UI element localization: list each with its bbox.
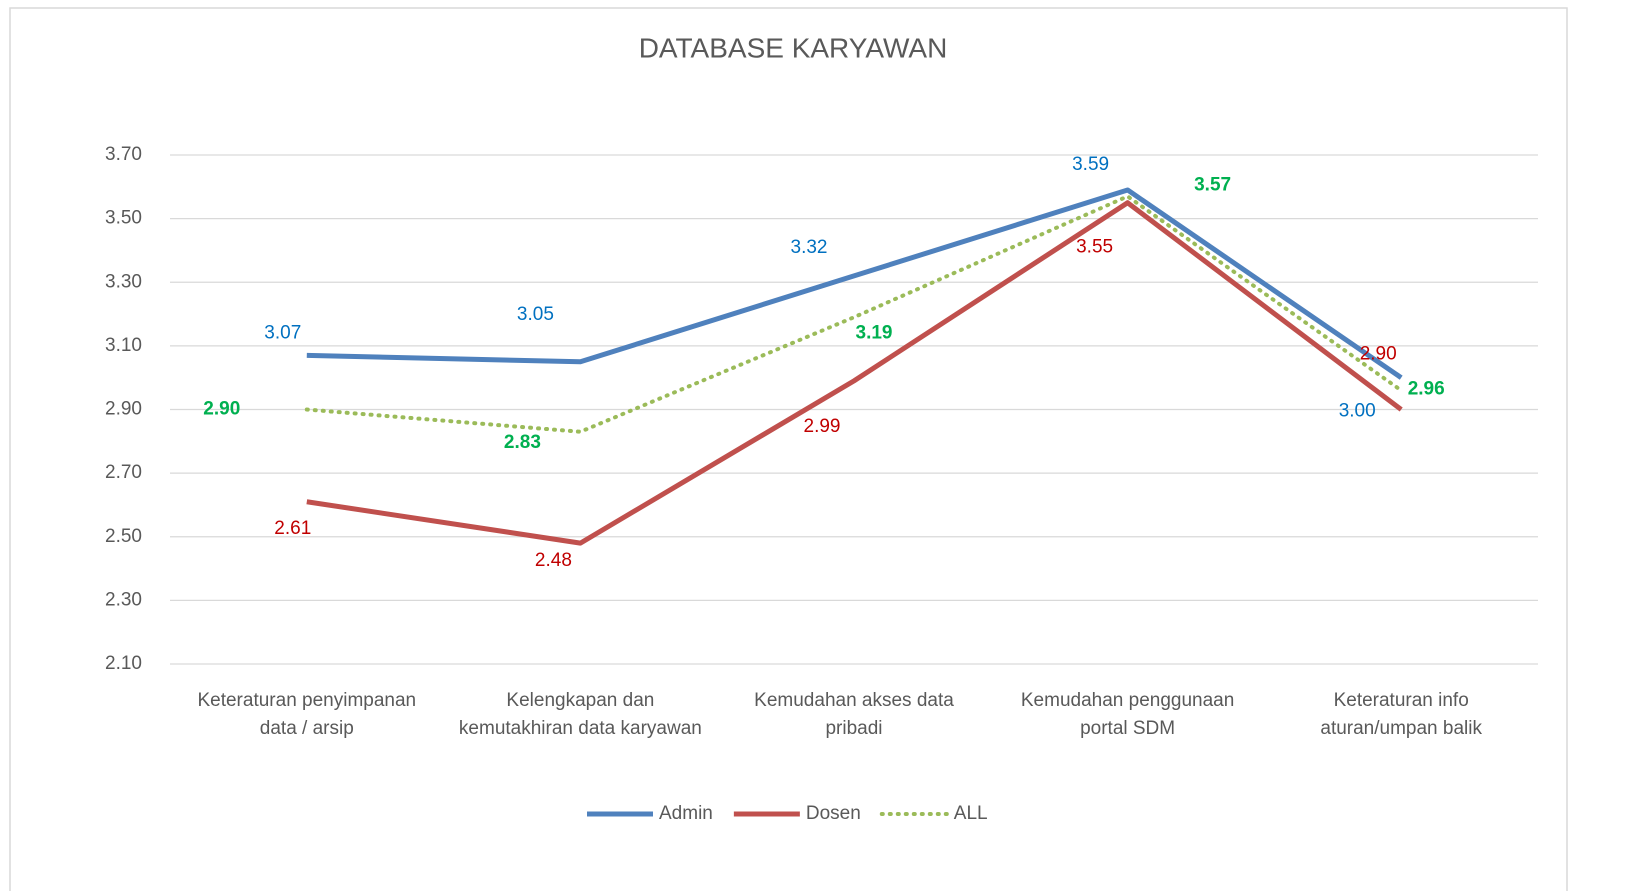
- data-label: 2.90: [1360, 344, 1397, 365]
- data-label: 2.99: [804, 416, 841, 437]
- data-label: 3.57: [1194, 174, 1231, 195]
- y-tick-label: 3.50: [105, 208, 142, 229]
- data-label: 2.83: [504, 432, 541, 453]
- data-label: 2.90: [203, 399, 240, 420]
- chart-frame: [9, 7, 1568, 891]
- data-label: 3.19: [856, 322, 893, 343]
- y-tick-label: 2.10: [105, 653, 142, 674]
- y-tick-label: 2.70: [105, 462, 142, 483]
- data-label: 2.61: [274, 518, 311, 539]
- legend-label: Admin: [659, 803, 713, 824]
- data-label: 2.48: [535, 550, 572, 571]
- series-line: [304, 194, 1404, 434]
- x-tick-label: Kemudahan penggunaan portal SDM: [1020, 690, 1235, 739]
- chart-title: DATABASE KARYAWAN: [639, 32, 948, 63]
- y-tick-label: 2.30: [105, 589, 142, 610]
- x-tick-label: Kelengkapan dan kemutakhiran data karyaw…: [458, 690, 702, 739]
- y-tick-label: 3.30: [105, 271, 142, 292]
- data-label: 2.96: [1408, 378, 1445, 399]
- data-label: 3.32: [791, 237, 828, 258]
- data-label: 3.00: [1339, 401, 1376, 422]
- data-label: 3.05: [517, 304, 554, 325]
- legend-label: Dosen: [806, 803, 861, 824]
- data-label: 3.55: [1076, 237, 1113, 258]
- y-tick-label: 2.90: [105, 399, 142, 420]
- x-tick-label: Kemudahan akses data pribadi: [754, 690, 954, 739]
- y-tick-label: 3.70: [105, 144, 142, 165]
- x-tick-label: Keteraturan penyimpanan data / arsip: [197, 690, 417, 739]
- series-line: [306, 187, 1403, 380]
- legend-label: ALL: [954, 803, 988, 824]
- y-tick-label: 3.10: [105, 335, 142, 356]
- x-tick-label: Keteraturan info aturan/umpan balik: [1320, 690, 1482, 739]
- series-line: [306, 200, 1403, 546]
- y-tick-label: 2.50: [105, 526, 142, 547]
- data-label: 3.07: [264, 322, 301, 343]
- data-label: 3.59: [1072, 154, 1109, 175]
